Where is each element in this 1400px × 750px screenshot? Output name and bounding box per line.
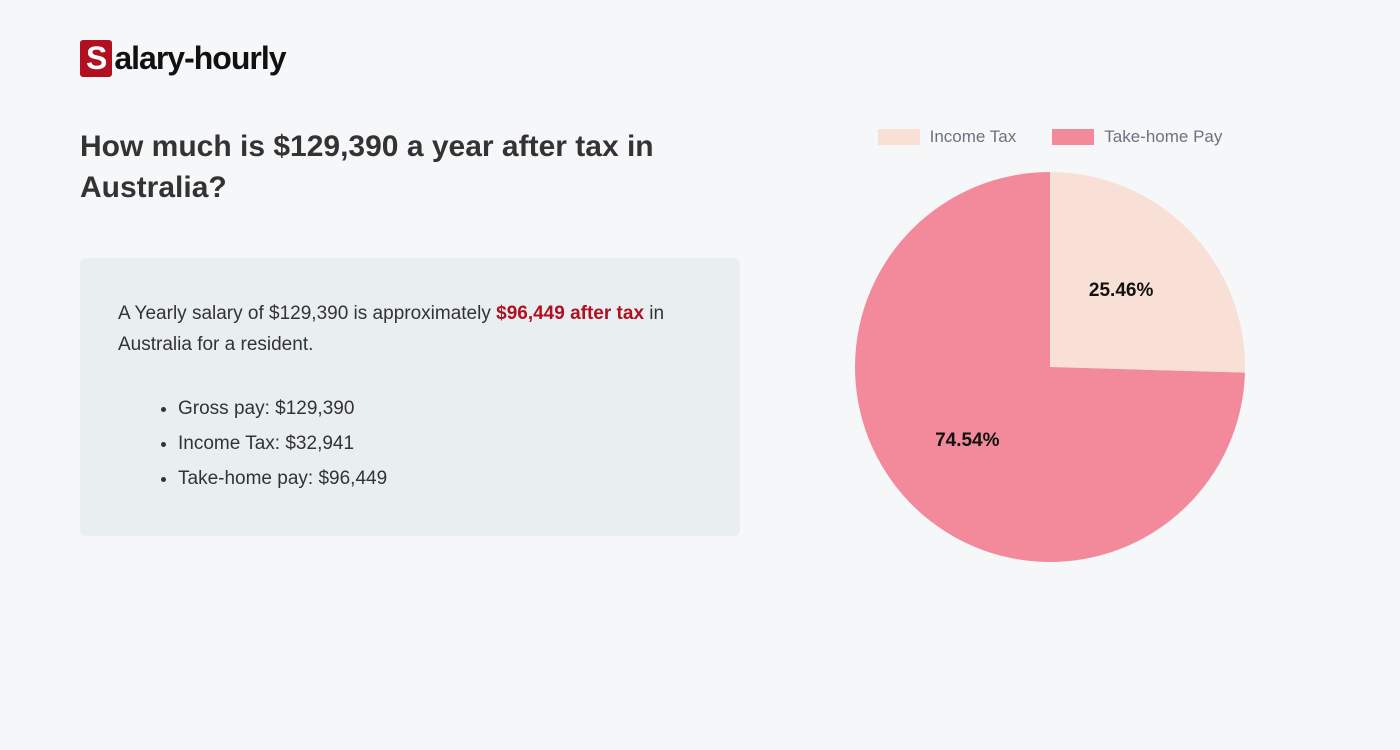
legend-swatch	[878, 129, 920, 145]
list-item: Income Tax: $32,941	[178, 426, 702, 461]
content-row: How much is $129,390 a year after tax in…	[80, 127, 1320, 567]
left-column: How much is $129,390 a year after tax in…	[80, 127, 740, 536]
logo-initial: S	[80, 40, 112, 77]
summary-sentence: A Yearly salary of $129,390 is approxima…	[118, 298, 702, 361]
legend-swatch	[1052, 129, 1094, 145]
page-root: Salary-hourly How much is $129,390 a yea…	[0, 0, 1400, 607]
slice-label-take-home: 74.54%	[935, 430, 999, 452]
summary-highlight: $96,449 after tax	[496, 303, 644, 324]
slice-label-income-tax: 25.46%	[1089, 280, 1153, 302]
legend-label: Income Tax	[930, 127, 1017, 147]
summary-list: Gross pay: $129,390 Income Tax: $32,941 …	[118, 391, 702, 496]
site-logo: Salary-hourly	[80, 40, 1320, 77]
legend-item-income-tax: Income Tax	[878, 127, 1017, 147]
summary-prefix: A Yearly salary of $129,390 is approxima…	[118, 303, 496, 324]
legend-item-take-home: Take-home Pay	[1052, 127, 1222, 147]
logo-text: alary-hourly	[114, 40, 285, 76]
page-heading: How much is $129,390 a year after tax in…	[80, 127, 740, 208]
list-item: Gross pay: $129,390	[178, 391, 702, 426]
legend-label: Take-home Pay	[1104, 127, 1222, 147]
list-item: Take-home pay: $96,449	[178, 461, 702, 496]
pie-chart: 25.46% 74.54%	[850, 167, 1250, 567]
summary-box: A Yearly salary of $129,390 is approxima…	[80, 258, 740, 536]
chart-legend: Income Tax Take-home Pay	[878, 127, 1223, 147]
pie-svg	[850, 167, 1250, 567]
chart-column: Income Tax Take-home Pay 25.46% 74.54%	[820, 127, 1280, 567]
